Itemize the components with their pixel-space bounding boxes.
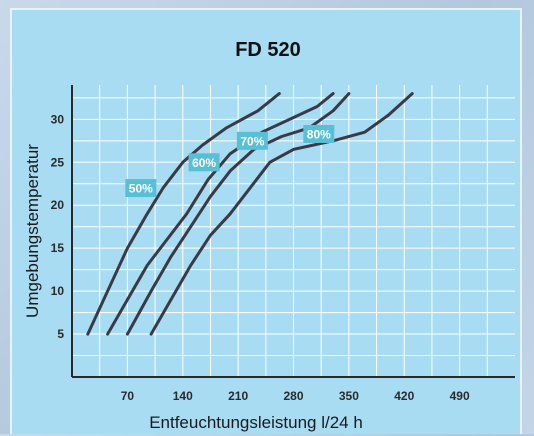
x-tick-label: 350 xyxy=(339,389,359,403)
series-badge-label: 70% xyxy=(240,134,264,148)
chart-title: FD 520 xyxy=(235,39,301,61)
series-badge xyxy=(236,131,268,150)
x-axis-title: Entfeuchtungsleistung l/24 h xyxy=(149,413,363,432)
series-badge xyxy=(188,153,220,172)
x-tick-label: 210 xyxy=(228,389,248,403)
series-badge-label: 50% xyxy=(129,182,153,196)
series-labels: 50% 60% 70% 80% xyxy=(125,124,335,198)
tick-labels: 70 140 210 280 350 420 490 5 10 15 20 25 30 xyxy=(51,112,470,403)
chart-panel: FD 520 50% 60% 70% 80% 70 140 210 280 350 420 490… xyxy=(10,8,522,434)
series-badge-label: 60% xyxy=(192,156,216,170)
x-tick-label: 140 xyxy=(173,389,193,403)
x-tick-label: 490 xyxy=(450,389,470,403)
y-tick-label: 15 xyxy=(51,241,65,255)
series-line-50pct xyxy=(86,92,281,336)
series-badge xyxy=(125,179,157,198)
y-axis-title: Umgebungstemperatur xyxy=(23,144,42,318)
y-tick-label: 5 xyxy=(57,327,64,341)
chart: FD 520 50% 60% 70% 80% 70 140 210 280 350 420 490… xyxy=(23,39,515,432)
series-badge xyxy=(303,124,335,143)
x-tick-label: 70 xyxy=(121,389,135,403)
series-lines xyxy=(86,92,414,336)
series-badge-label: 80% xyxy=(307,127,331,141)
series-line-80pct xyxy=(149,92,414,336)
series-line-60pct xyxy=(106,92,335,336)
axes xyxy=(71,85,515,378)
y-tick-label: 25 xyxy=(51,155,65,169)
y-tick-label: 30 xyxy=(51,112,65,126)
x-tick-label: 420 xyxy=(394,389,414,403)
y-tick-label: 10 xyxy=(51,284,65,298)
y-tick-label: 20 xyxy=(51,198,65,212)
x-tick-label: 280 xyxy=(283,389,303,403)
series-line-70pct xyxy=(125,92,351,336)
